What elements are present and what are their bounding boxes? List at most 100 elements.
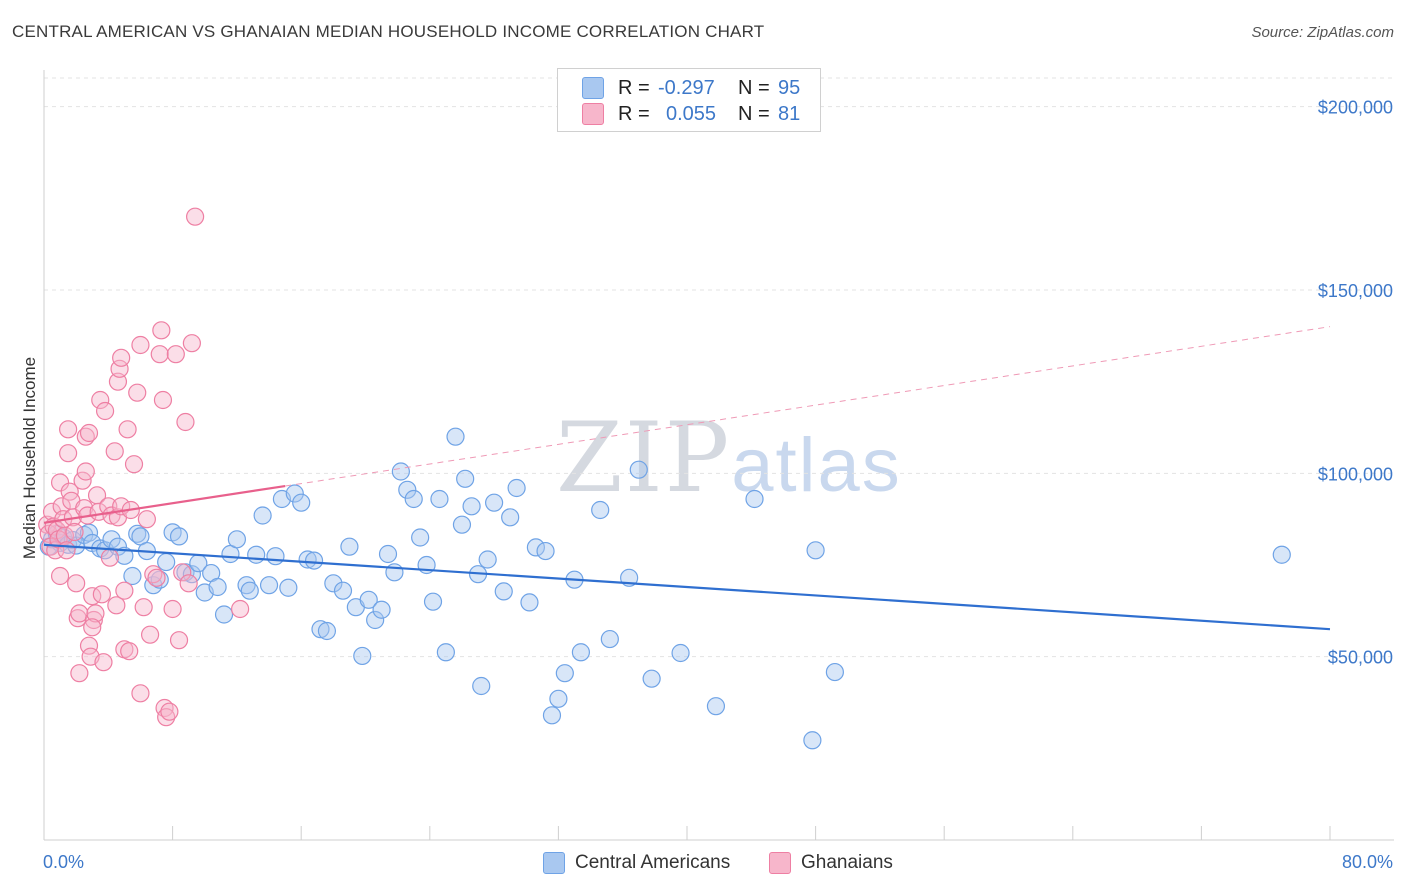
central-american-point [501,508,520,527]
central-american-point [1272,545,1291,564]
central-american-point [304,551,324,570]
central-american-point [806,541,825,560]
central-american-point [292,493,311,512]
central-american-point [478,550,497,569]
central-american-point [311,620,330,639]
ghanaian-point [131,684,150,703]
legend-swatch-pink [582,103,604,125]
ghanaian-point [92,585,111,604]
legend-r-label: R = [618,102,650,125]
ghanaian-point [59,420,78,439]
central-american-point [629,460,648,479]
ghanaian-point [95,401,115,421]
central-american-point [253,506,272,525]
central-american-point [391,462,410,481]
bottom-legend-label: Central Americans [575,852,731,873]
ghanaian-point [131,335,150,355]
central-american-point [240,581,259,600]
ghanaian-point [120,642,139,661]
central-american-point [372,600,391,619]
legend-n-label: N = [738,76,770,99]
central-american-point [549,689,568,708]
ghanaian-point [50,473,70,492]
watermark-zip: ZIP [556,402,732,514]
central-american-point [571,643,591,662]
ghanaian-point [182,334,201,353]
central-american-point [237,576,256,595]
ghanaian-point [57,541,76,560]
central-american-point [259,576,279,595]
central-american-point [803,731,822,750]
y-tick-label: $200,000 [1318,98,1393,118]
central-american-point [591,500,610,520]
ghanaian-point [173,563,192,582]
central-american-point [745,489,764,509]
ghanaian-point [179,574,198,593]
central-american-point [208,577,227,597]
ghanaian-point [86,604,105,623]
bottom-legend-central-americans[interactable]: Central Americans [543,852,730,874]
ghanaian-point [118,420,137,439]
ghanaian-point [50,566,70,586]
ghanaian-point [94,653,113,672]
central-american-point [102,530,121,549]
ghanaian-point [67,574,86,593]
central-american-point [411,528,430,547]
central-american-point [359,590,378,609]
x-tick-label: 80.0% [1342,852,1393,872]
ghanaian-point [160,702,179,721]
ghanaian-point [150,345,169,364]
central-american-point [227,530,246,549]
ghanaian-point [134,598,153,617]
central-american-trendline [43,543,1331,631]
central-american-point [340,537,359,556]
chart-title: CENTRAL AMERICAN VS GHANAIAN MEDIAN HOUS… [12,22,765,41]
ghanaian-point [115,581,134,600]
central-american-point [706,697,726,716]
ghanaian-point [157,708,176,727]
central-american-point [542,706,562,725]
central-american-point [600,629,619,649]
ghanaian-point [59,444,78,463]
central-american-point [472,676,491,696]
source-attribution: Source: ZipAtlas.com [1251,24,1394,41]
ghanaian-point [83,618,102,637]
ghanaian-point [76,462,95,481]
legend-r-value: 0.055 [666,102,717,125]
central-american-point [115,546,134,565]
correlation-legend: R = -0.297 N = 95 R = 0.055 N = 81 [557,68,821,132]
legend-r-label: R = [618,76,650,99]
legend-n-value: 95 [778,76,801,99]
ghanaian-point [153,390,173,410]
central-american-point [285,484,304,503]
ghanaian-point [140,625,160,644]
legend-row-central-americans: R = -0.297 N = 95 [582,76,800,100]
bottom-legend-label: Ghanaians [801,852,893,873]
central-american-point [157,552,176,572]
ghanaian-point [105,442,124,461]
ghanaian-point [107,596,126,615]
central-american-point [642,669,661,688]
central-american-point [520,593,539,612]
ghanaian-point [166,345,185,364]
ghanaian-point [60,482,79,501]
ghanaian-point [176,412,195,432]
ghanaian-point [65,522,84,542]
central-american-point [214,605,234,624]
central-american-point [456,469,475,488]
central-american-point [247,545,266,564]
ghanaian-point [100,548,120,567]
x-tick-label: 0.0% [43,852,84,872]
central-american-point [430,489,449,509]
bottom-legend-ghanaians[interactable]: Ghanaians [769,852,893,874]
legend-n-value: 81 [778,102,801,125]
ghanaian-point [70,664,89,683]
central-american-point [452,515,472,534]
ghanaian-point [128,383,147,402]
ghanaian-point [84,610,103,630]
central-american-point [423,592,443,611]
central-american-point [436,643,455,662]
ghanaian-trendline-dashed [285,326,1331,487]
bottom-legend-swatch-blue [543,852,565,874]
ghanaian-point [231,599,250,619]
